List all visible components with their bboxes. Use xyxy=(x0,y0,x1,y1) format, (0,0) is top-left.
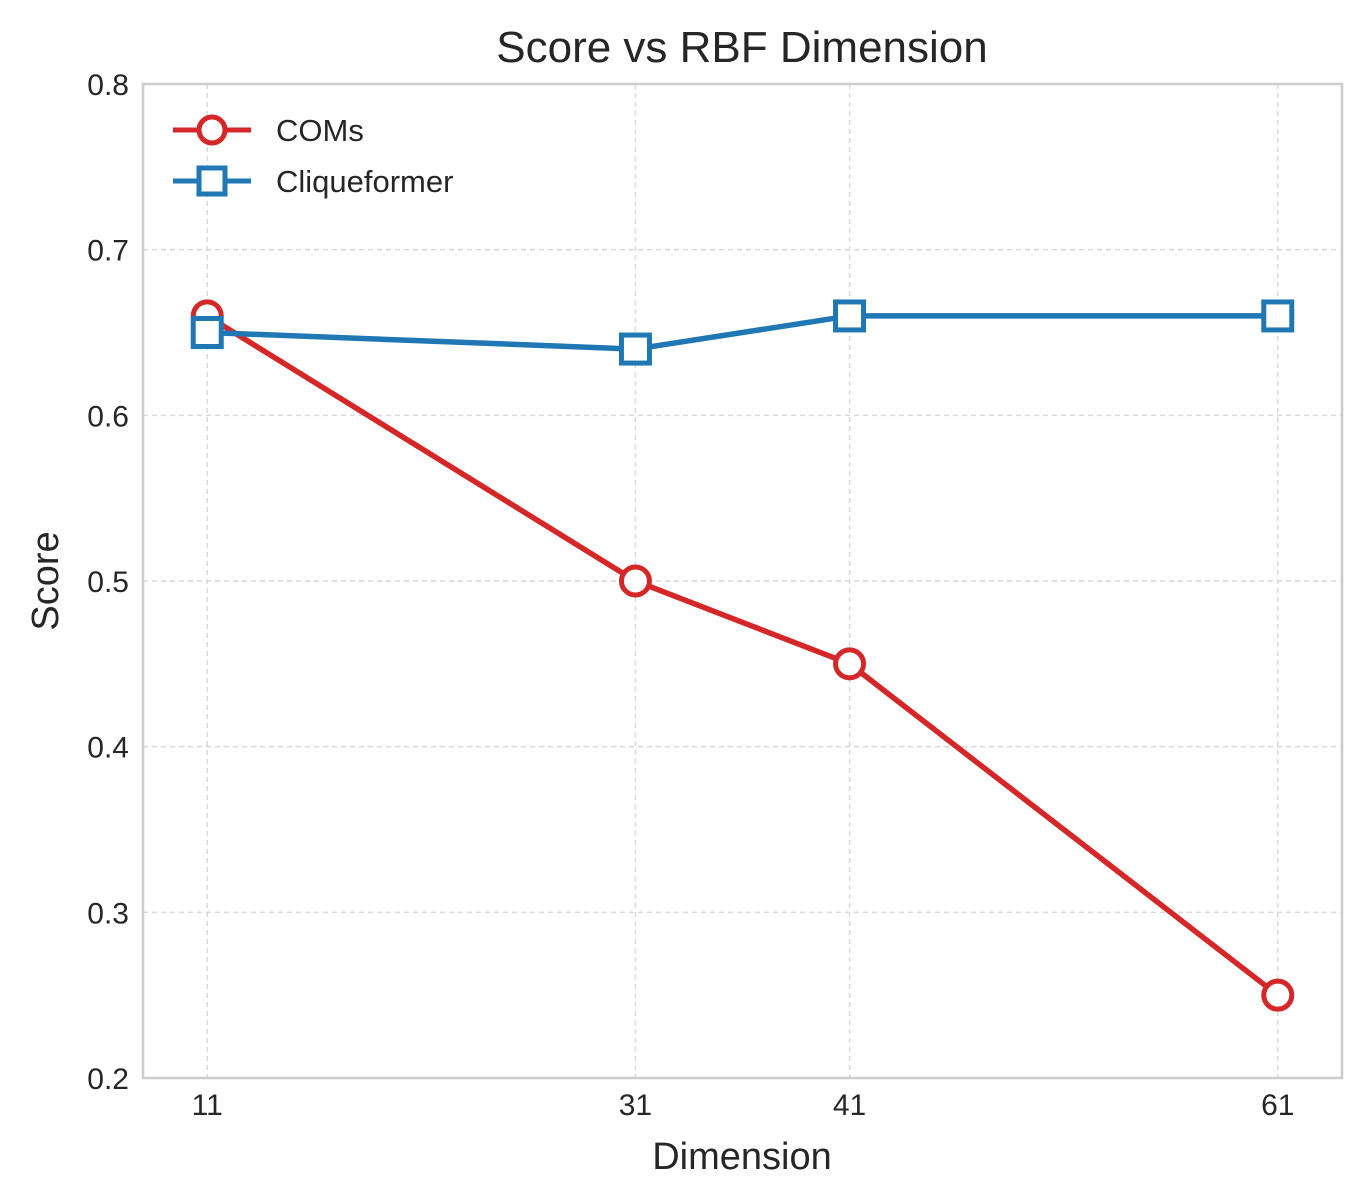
x-tick-label: 61 xyxy=(1261,1089,1294,1122)
legend: COMs Cliqueformer xyxy=(173,113,453,199)
data-point-cliqueformer xyxy=(833,299,867,333)
x-axis-label: Dimension xyxy=(652,1136,832,1178)
y-tick-label: 0.3 xyxy=(87,897,129,930)
data-point-coms xyxy=(1261,978,1295,1012)
series-line-coms xyxy=(205,313,1280,998)
x-tick-label: 11 xyxy=(192,1089,223,1122)
x-axis-ticks: 11 31 41 61 xyxy=(192,1089,1295,1122)
y-axis-label: Score xyxy=(25,531,67,630)
legend-item-cliqueformer: Cliqueformer xyxy=(173,164,453,199)
grid-lines xyxy=(143,84,1342,1078)
y-tick-label: 0.8 xyxy=(87,69,129,102)
data-point-cliqueformer xyxy=(1261,299,1295,333)
data-point-cliqueformer xyxy=(618,332,652,366)
x-tick-label: 41 xyxy=(833,1089,866,1122)
legend-item-coms: COMs xyxy=(173,113,364,148)
data-point-coms xyxy=(618,564,652,598)
y-axis-ticks: 0.2 0.3 0.4 0.5 0.6 0.7 0.8 xyxy=(87,69,129,1096)
y-tick-label: 0.7 xyxy=(87,235,129,268)
legend-label-cliqueformer: Cliqueformer xyxy=(276,164,453,199)
y-tick-label: 0.6 xyxy=(87,400,129,433)
series-line-cliqueformer xyxy=(207,313,1278,352)
y-tick-label: 0.4 xyxy=(87,732,129,765)
legend-square-marker xyxy=(196,165,228,197)
data-point-cliqueformer xyxy=(190,316,224,349)
legend-label-coms: COMs xyxy=(276,113,364,148)
y-tick-label: 0.5 xyxy=(87,566,129,599)
plot-frame xyxy=(141,82,1344,1080)
x-tick-label: 31 xyxy=(619,1089,652,1122)
y-tick-label: 0.2 xyxy=(87,1063,129,1096)
legend-circle-marker xyxy=(196,114,228,146)
data-point-coms xyxy=(833,647,867,681)
chart-title: Score vs RBF Dimension xyxy=(496,23,987,72)
series-layer xyxy=(190,299,1295,1012)
